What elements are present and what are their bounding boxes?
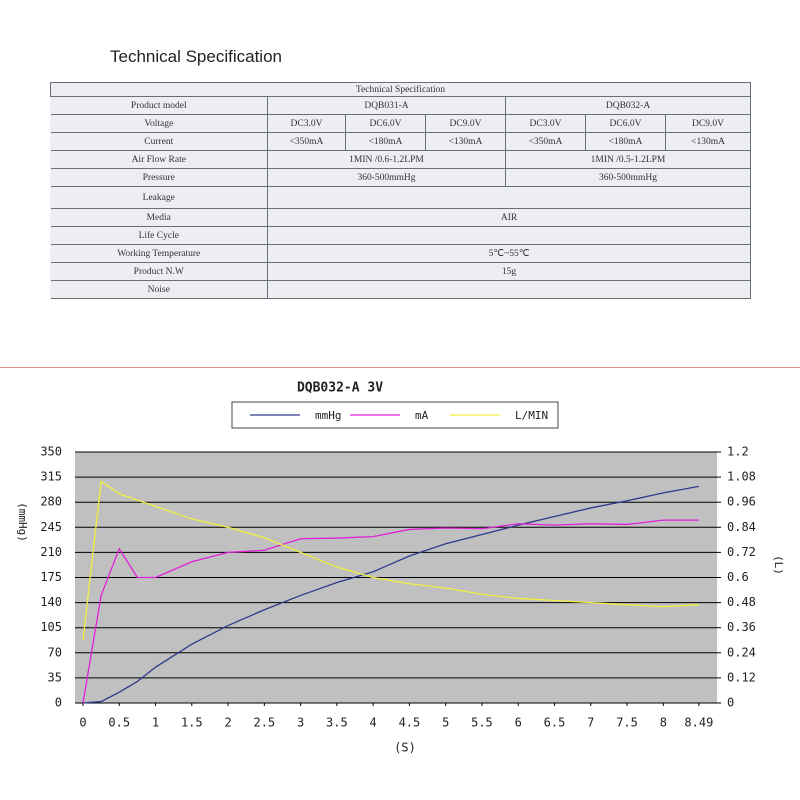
row-label: Current [50, 132, 268, 151]
x-tick-label: 0.5 [108, 716, 130, 730]
y2-tick-label: 0.36 [727, 620, 756, 634]
cell: DC6.0V [345, 114, 426, 133]
x-tick-label: 3.5 [326, 716, 348, 730]
table-caption: Technical Specification [49, 82, 752, 97]
y2-tick-label: 0.48 [727, 595, 756, 609]
series-line [82, 485, 699, 704]
cell: AIR [266, 208, 752, 227]
chart-title: DQB032-A 3V [297, 381, 383, 396]
cell: 15g [266, 262, 752, 281]
cell: <180mA [585, 132, 666, 151]
x-tick-label: 2.5 [253, 716, 275, 730]
cell: DC6.0V [585, 114, 666, 133]
y2-tick-label: 0.24 [727, 645, 756, 659]
x-tick-label: 8 [660, 716, 667, 730]
row-label: Air Flow Rate [50, 150, 268, 169]
y-tick-label: 70 [48, 645, 62, 659]
x-tick-label: 1.5 [181, 716, 203, 730]
cell: <130mA [425, 132, 506, 151]
page-title: Technical Specification [110, 47, 282, 66]
cell: 5℃~55℃ [266, 244, 752, 263]
y2-tick-label: 0.6 [727, 570, 749, 584]
y-tick-label: 280 [40, 495, 62, 509]
row-label: Leakage [50, 186, 268, 209]
y2-tick-label: 0.72 [727, 545, 756, 559]
y-tick-label: 105 [40, 620, 62, 634]
cell: <180mA [345, 132, 426, 151]
cell: DQB032-A [504, 96, 752, 115]
x-tick-label: 2 [224, 716, 231, 730]
y-tick-label: 350 [40, 445, 62, 459]
cell [266, 280, 752, 299]
x-tick-label: 3 [297, 716, 304, 730]
x-tick-label: 0 [79, 716, 86, 730]
cell: <350mA [505, 132, 586, 151]
x-tick-label: 8.49 [684, 716, 713, 730]
cell: DC3.0V [505, 114, 586, 133]
y2-tick-label: 0 [727, 696, 734, 710]
row-label: Life Cycle [50, 226, 268, 245]
row-label: Working Temperature [50, 244, 268, 263]
cell: <350mA [267, 132, 346, 151]
row-label: Voltage [50, 114, 268, 133]
x-axis-label: (S) [394, 741, 416, 755]
cell: 1MIN /0.6-1.2LPM [267, 150, 506, 169]
x-tick-label: 5 [442, 716, 449, 730]
cell: 360-500mmHg [504, 168, 752, 187]
y2-tick-label: 0.12 [727, 670, 756, 684]
y2-tick-label: 1.08 [727, 470, 756, 484]
cell [266, 226, 752, 245]
y2-axis-label: (L) [772, 555, 785, 575]
chart: DQB032-A 3V (mmHg) (L) (S) 0357010514017… [16, 381, 785, 755]
x-tick-label: 6.5 [544, 716, 566, 730]
spec-table: Technical Specification Product model DQB… [49, 82, 752, 299]
row-label: Product model [50, 96, 268, 115]
y-tick-label: 140 [40, 595, 62, 609]
series-line [82, 480, 699, 641]
row-label: Noise [50, 280, 268, 299]
x-tick-label: 6 [515, 716, 522, 730]
y-tick-label: 35 [48, 670, 62, 684]
y2-tick-label: 0.96 [727, 495, 756, 509]
legend-label: mmHg [315, 409, 342, 422]
y-tick-label: 245 [40, 520, 62, 534]
row-label: Pressure [50, 168, 268, 187]
x-tick-label: 1 [152, 716, 159, 730]
x-tick-label: 4.5 [399, 716, 421, 730]
cell: DC9.0V [664, 114, 752, 133]
y-tick-label: 210 [40, 545, 62, 559]
cell: DC9.0V [425, 114, 506, 133]
cell [266, 186, 752, 209]
y-tick-label: 175 [40, 570, 62, 584]
row-label: Product N.W [50, 262, 268, 281]
x-tick-label: 5.5 [471, 716, 493, 730]
cell: 360-500mmHg [267, 168, 506, 187]
y-axis-label: (mmHg) [16, 502, 29, 542]
legend-label: mA [415, 409, 429, 422]
cell: DQB031-A [267, 96, 506, 115]
y2-tick-label: 1.2 [727, 445, 749, 459]
cell: <130mA [664, 132, 752, 151]
x-tick-label: 7.5 [616, 716, 638, 730]
separator [0, 367, 800, 368]
y-tick-label: 315 [40, 470, 62, 484]
row-label: Media [50, 208, 268, 227]
cell: 1MIN /0.5-1.2LPM [504, 150, 752, 169]
y2-tick-label: 0.84 [727, 520, 756, 534]
x-tick-label: 7 [587, 716, 594, 730]
cell: DC3.0V [267, 114, 346, 133]
series-line [82, 519, 699, 704]
y-tick-label: 0 [55, 696, 62, 710]
legend-label: L/MIN [515, 409, 548, 422]
x-tick-label: 4 [370, 716, 377, 730]
